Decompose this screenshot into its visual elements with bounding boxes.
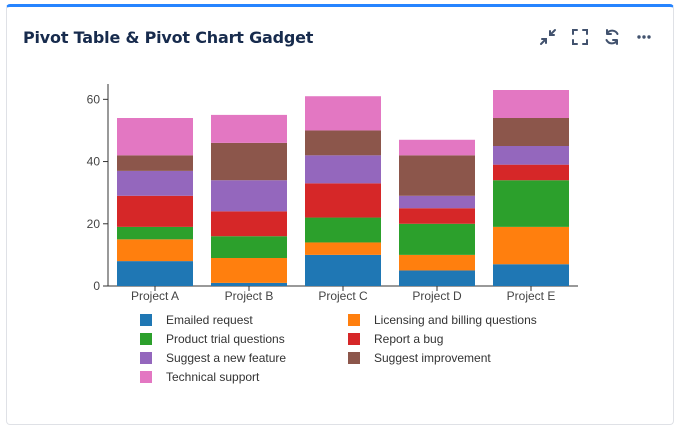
- legend-swatch: [348, 313, 360, 326]
- legend-label: Technical support: [166, 369, 260, 384]
- bar-segment: [117, 261, 193, 286]
- bar-segment: [493, 180, 569, 227]
- bar-segment: [305, 242, 381, 255]
- y-tick-label: 20: [87, 217, 101, 231]
- bar-segment: [305, 130, 381, 156]
- gadget-title: Pivot Table & Pivot Chart Gadget: [23, 27, 314, 47]
- bar-segment: [117, 118, 193, 156]
- gadget-header: Pivot Table & Pivot Chart Gadget: [23, 25, 661, 49]
- collapse-icon[interactable]: [539, 28, 557, 46]
- bar-segment: [493, 264, 569, 286]
- legend-label: Emailed request: [166, 312, 253, 327]
- bar-segment: [117, 155, 193, 171]
- legend-item[interactable]: Suggest improvement: [348, 348, 568, 367]
- bar-segment: [493, 90, 569, 118]
- legend-label: Report a bug: [374, 331, 444, 346]
- bar-segment: [117, 226, 193, 240]
- y-tick-label: 0: [93, 279, 100, 293]
- bar-segment: [399, 195, 475, 209]
- bar-segment: [305, 96, 381, 131]
- y-tick-label: 60: [87, 92, 101, 106]
- legend-label: Product trial questions: [166, 331, 285, 346]
- bar-segment: [117, 239, 193, 262]
- legend-item[interactable]: Emailed request: [140, 310, 348, 329]
- legend-label: Suggest a new feature: [166, 350, 287, 365]
- bar-segment: [211, 282, 287, 286]
- bar-segment: [117, 170, 193, 196]
- refresh-icon[interactable]: [603, 28, 621, 46]
- bar-segment: [211, 142, 287, 181]
- bar-segment: [211, 114, 287, 143]
- chart-legend: Emailed request Licensing and billing que…: [140, 310, 580, 386]
- legend-swatch: [348, 351, 360, 364]
- legend-swatch: [140, 313, 152, 326]
- legend-swatch: [140, 332, 152, 345]
- x-tick-label: Project A: [131, 289, 179, 303]
- bar-segment: [399, 155, 475, 196]
- bar-segment: [493, 146, 569, 165]
- y-tick-label: 40: [87, 155, 101, 169]
- bar-segment: [211, 258, 287, 283]
- bar-segment: [305, 155, 381, 184]
- legend-swatch: [348, 332, 360, 345]
- bar-segment: [305, 183, 381, 218]
- x-tick-label: Project E: [507, 289, 556, 303]
- x-tick-label: Project C: [318, 289, 368, 303]
- bar-segment: [305, 254, 381, 286]
- fullscreen-icon[interactable]: [571, 28, 589, 46]
- legend-label: Licensing and billing questions: [374, 312, 537, 327]
- bar-segment: [493, 118, 569, 146]
- bar-segment: [399, 254, 475, 271]
- x-tick-label: Project B: [225, 289, 274, 303]
- more-icon[interactable]: [635, 28, 653, 46]
- bar-segment: [211, 211, 287, 237]
- bar-segment: [211, 236, 287, 258]
- x-tick-label: Project D: [412, 289, 462, 303]
- bar-segment: [399, 270, 475, 286]
- legend-item[interactable]: Licensing and billing questions: [348, 310, 568, 329]
- bar-segment: [493, 164, 569, 181]
- bar-segment: [399, 208, 475, 224]
- bar-segment: [117, 195, 193, 227]
- legend-swatch: [140, 351, 152, 364]
- bar-segment: [399, 139, 475, 156]
- legend-item[interactable]: Report a bug: [348, 329, 568, 348]
- bar-segment: [493, 226, 569, 265]
- gadget-actions: [539, 28, 653, 46]
- bar-segment: [305, 217, 381, 243]
- legend-label: Suggest improvement: [374, 350, 491, 365]
- legend-item[interactable]: Suggest a new feature: [140, 348, 348, 367]
- legend-swatch: [140, 370, 152, 383]
- bar-segment: [399, 223, 475, 255]
- legend-item[interactable]: Technical support: [140, 367, 348, 386]
- bar-segment: [211, 180, 287, 212]
- legend-item[interactable]: Product trial questions: [140, 329, 348, 348]
